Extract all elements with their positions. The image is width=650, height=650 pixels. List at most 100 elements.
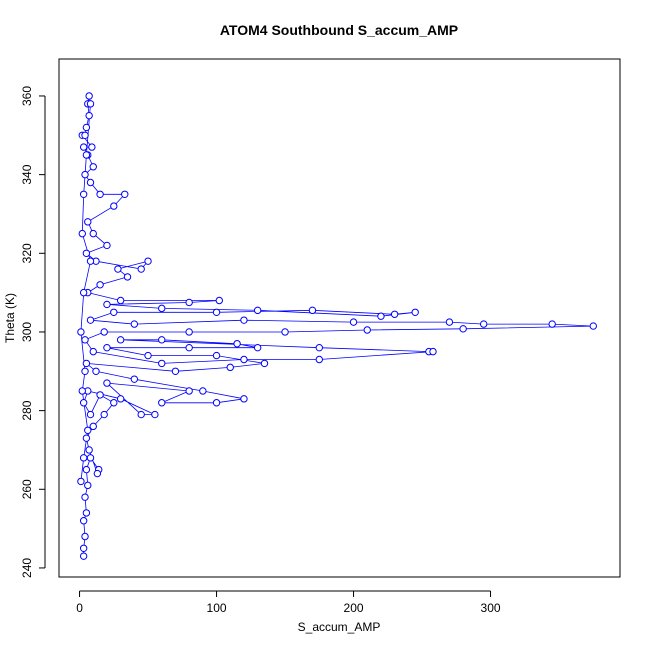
data-point xyxy=(82,359,91,368)
data-point xyxy=(81,367,89,375)
data-point xyxy=(130,375,139,383)
y-tick-label: 280 xyxy=(20,400,34,420)
data-point xyxy=(100,328,108,336)
data-point xyxy=(121,190,129,199)
data-point xyxy=(82,434,91,442)
data-point xyxy=(81,131,89,140)
data-point xyxy=(103,241,111,250)
data-point xyxy=(82,465,91,474)
data-point xyxy=(79,544,88,552)
data-point xyxy=(86,410,95,419)
data-point xyxy=(199,387,207,395)
data-point xyxy=(116,395,125,403)
data-point xyxy=(459,325,467,333)
data-point xyxy=(185,387,193,395)
x-tick-label: 100 xyxy=(207,601,227,615)
chart-title: ATOM4 Southbound S_accum_AMP xyxy=(220,22,458,38)
data-point xyxy=(114,265,122,273)
data-point xyxy=(137,265,145,273)
data-point xyxy=(89,163,97,171)
data-point xyxy=(82,249,91,257)
x-tick-label: 300 xyxy=(481,601,501,615)
data-point xyxy=(158,336,166,344)
x-tick-label: 0 xyxy=(76,601,83,615)
data-point xyxy=(103,300,111,309)
data-point xyxy=(78,229,86,238)
data-point xyxy=(82,151,91,159)
data-point xyxy=(151,410,159,419)
data-point xyxy=(110,308,118,316)
data-point xyxy=(144,351,152,360)
data-point xyxy=(226,363,234,372)
y-tick-label: 360 xyxy=(20,86,34,106)
data-point xyxy=(233,340,241,348)
data-point xyxy=(81,532,89,541)
data-point xyxy=(86,178,95,187)
data-point xyxy=(85,111,93,120)
data-point xyxy=(240,395,248,403)
data-point xyxy=(110,202,118,210)
data-point xyxy=(349,318,358,326)
data-point xyxy=(315,355,323,364)
data-point xyxy=(100,410,108,419)
data-point xyxy=(84,426,92,434)
plot-frame xyxy=(58,58,621,578)
data-point xyxy=(79,399,88,407)
data-point xyxy=(212,351,221,360)
data-point xyxy=(445,318,454,326)
y-tick-label: 340 xyxy=(20,164,34,184)
data-point xyxy=(548,320,556,328)
data-point xyxy=(215,296,223,305)
data-point xyxy=(89,229,97,238)
data-point xyxy=(429,347,437,356)
data-point xyxy=(158,359,166,368)
data-point xyxy=(81,336,89,344)
data-point xyxy=(123,273,132,281)
data-point xyxy=(84,218,92,226)
data-point xyxy=(103,379,111,387)
data-point xyxy=(363,326,371,334)
data-point xyxy=(103,343,111,352)
data-point xyxy=(89,347,97,356)
data-point xyxy=(130,320,139,328)
data-point xyxy=(185,328,193,336)
data-point xyxy=(85,446,93,454)
data-point xyxy=(81,493,89,501)
data-point xyxy=(240,316,248,324)
data-point xyxy=(92,367,100,375)
data-point xyxy=(81,170,89,179)
data-point xyxy=(281,328,289,336)
data-point xyxy=(96,281,104,289)
y-axis-label: Theta (K) xyxy=(3,293,17,343)
data-point xyxy=(253,343,262,352)
data-point xyxy=(315,343,323,352)
data-point xyxy=(82,509,91,517)
data-point xyxy=(86,316,95,324)
data-point xyxy=(185,298,193,307)
data-point xyxy=(96,190,104,199)
y-tick-label: 260 xyxy=(20,479,34,499)
data-point xyxy=(212,308,221,316)
data-point xyxy=(158,304,166,313)
data-point xyxy=(93,469,102,478)
y-tick-label: 240 xyxy=(20,558,34,578)
data-point xyxy=(171,367,180,375)
data-point xyxy=(260,359,269,368)
data-point xyxy=(77,477,85,486)
data-point xyxy=(79,552,88,560)
x-axis-label: S_accum_AMP xyxy=(298,620,381,634)
data-point xyxy=(110,399,118,407)
data-point xyxy=(479,320,488,328)
data-point xyxy=(79,454,88,462)
data-point xyxy=(185,343,193,352)
data-point xyxy=(82,123,91,132)
data-point xyxy=(144,257,152,265)
data-point xyxy=(240,355,248,364)
data-point xyxy=(96,391,104,399)
data-point xyxy=(137,410,145,419)
y-tick-label: 320 xyxy=(20,243,34,263)
data-point xyxy=(86,100,95,108)
data-point xyxy=(79,288,88,297)
